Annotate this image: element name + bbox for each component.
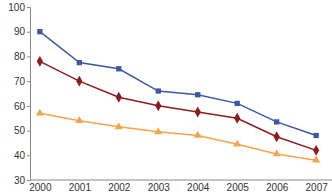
x-tick-label: 2001 <box>69 182 92 193</box>
x-axis-line <box>30 180 332 181</box>
marker <box>234 113 240 124</box>
marker <box>274 119 279 124</box>
x-tick-label: 2004 <box>187 182 210 193</box>
marker <box>37 56 43 67</box>
y-tick: 70 <box>14 76 30 87</box>
y-axis: 30 40 50 60 70 80 90 100 <box>8 2 30 186</box>
y-tick-mark <box>27 81 30 82</box>
marker <box>116 66 121 71</box>
x-tick-label: 2007 <box>306 182 329 193</box>
x-tick-label: 2000 <box>29 182 52 193</box>
series-markers <box>36 109 320 163</box>
y-tick-mark <box>27 180 30 181</box>
marker <box>273 149 281 156</box>
x-tick-label: 2003 <box>148 182 171 193</box>
x-tick: 2001 <box>69 180 92 193</box>
y-tick: 80 <box>14 51 30 62</box>
x-tick: 2005 <box>227 180 250 193</box>
marker <box>156 88 161 93</box>
x-tick: 2006 <box>266 180 289 193</box>
series-line <box>40 113 316 160</box>
y-tick-label: 80 <box>14 51 26 62</box>
y-tick-label: 90 <box>14 26 26 37</box>
y-tick-label: 40 <box>14 150 26 161</box>
marker <box>116 92 122 103</box>
series-markers <box>37 56 320 156</box>
y-axis-line <box>27 8 31 181</box>
y-tick-mark <box>27 155 30 156</box>
y-tick-label: 30 <box>14 175 26 186</box>
marker <box>195 92 200 97</box>
y-tick: 50 <box>14 125 30 136</box>
series-line <box>40 32 316 136</box>
marker <box>233 140 241 147</box>
x-tick: 2000 <box>29 180 52 193</box>
marker <box>37 29 42 34</box>
y-tick-label: 60 <box>14 101 26 112</box>
marker <box>155 100 161 111</box>
y-tick-mark <box>27 56 30 57</box>
marker <box>115 122 123 129</box>
x-tick-label: 2002 <box>108 182 131 193</box>
marker <box>313 133 318 138</box>
marker <box>154 127 162 134</box>
y-tick-mark <box>27 32 30 33</box>
chart: 3040506070809010020002001200220032004200… <box>0 0 332 196</box>
y-tick-mark <box>27 7 30 8</box>
marker <box>36 109 44 116</box>
y-tick-label: 50 <box>14 125 26 136</box>
y-tick: 60 <box>14 101 30 112</box>
marker <box>76 76 82 87</box>
marker <box>312 156 320 163</box>
x-tick-label: 2005 <box>227 182 250 193</box>
series-line <box>40 61 316 150</box>
series-markers <box>37 29 319 138</box>
marker <box>313 145 319 156</box>
x-tick: 2007 <box>306 180 329 193</box>
x-tick: 2003 <box>148 180 171 193</box>
y-tick: 90 <box>14 26 30 37</box>
plot-area <box>36 29 320 162</box>
x-axis: 2000 2001 2002 2003 2004 2005 2006 2007 <box>29 180 332 193</box>
marker <box>77 60 82 65</box>
marker <box>75 116 83 123</box>
y-tick: 100 <box>8 2 30 13</box>
x-tick-label: 2006 <box>266 182 289 193</box>
marker <box>195 107 201 118</box>
marker <box>194 131 202 138</box>
y-tick-label: 70 <box>14 76 26 87</box>
x-tick: 2004 <box>187 180 210 193</box>
marker <box>274 131 280 142</box>
x-tick: 2002 <box>108 180 131 193</box>
y-tick: 30 <box>14 175 30 186</box>
y-tick-mark <box>27 131 30 132</box>
y-tick-mark <box>27 106 30 107</box>
marker <box>235 101 240 106</box>
y-tick-label: 100 <box>8 2 25 13</box>
y-tick: 40 <box>14 150 30 161</box>
